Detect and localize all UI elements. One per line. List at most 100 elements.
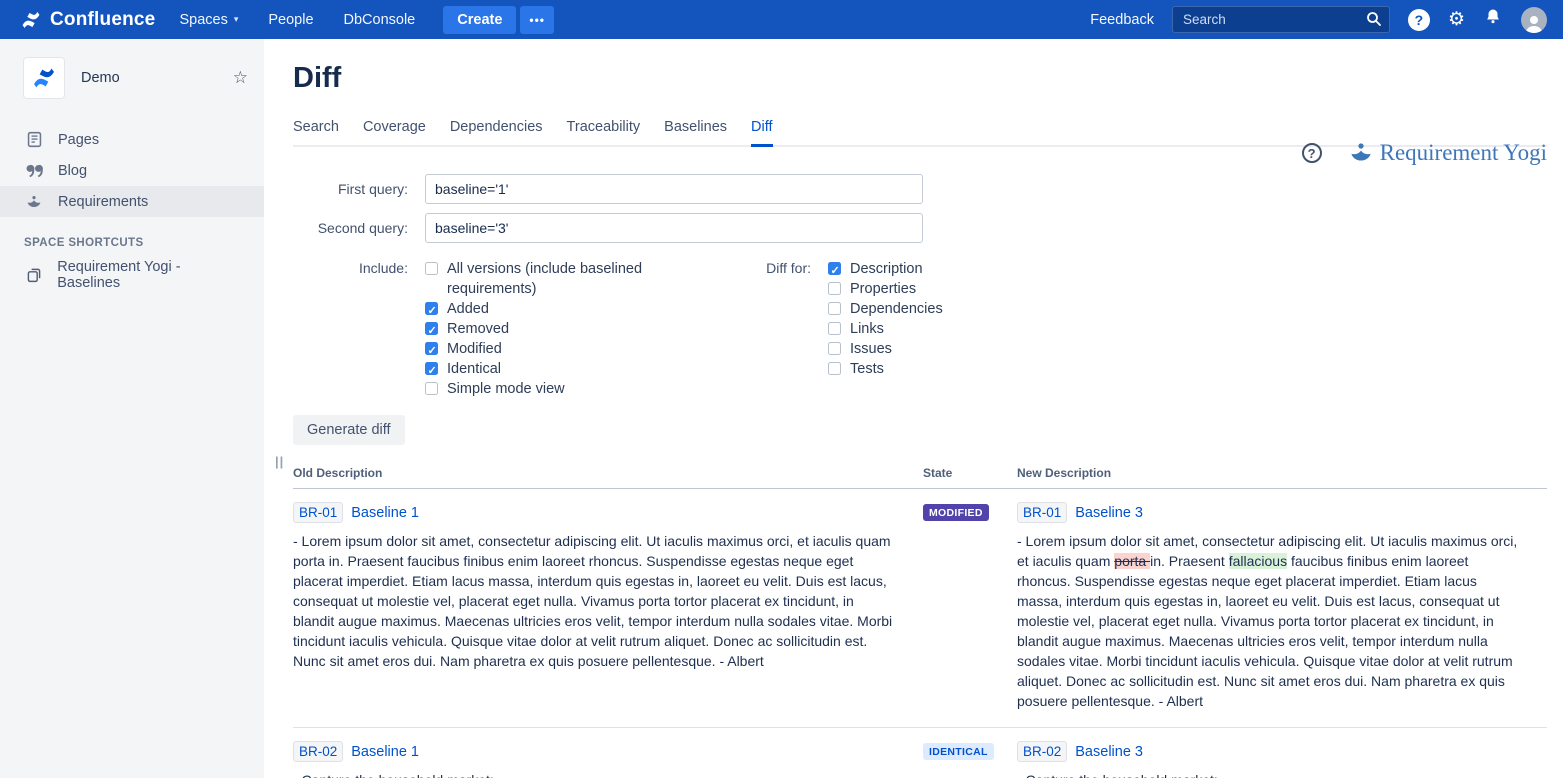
checkbox[interactable] bbox=[828, 282, 841, 295]
description-text: - Lorem ipsum dolor sit amet, consectetu… bbox=[293, 533, 893, 669]
checkbox-label: Dependencies bbox=[850, 301, 943, 317]
confluence-logo[interactable]: Confluence bbox=[20, 9, 155, 31]
blog-icon bbox=[24, 163, 44, 178]
column-header: New Description bbox=[1017, 466, 1112, 480]
sidebar-item-label: Blog bbox=[58, 162, 88, 179]
first-query-label: First query: bbox=[337, 181, 408, 197]
include-checkbox-added[interactable]: Added bbox=[425, 299, 655, 321]
diff-for-checkbox-issues[interactable]: Issues bbox=[828, 339, 943, 359]
plugin-brand-label: Requirement Yogi bbox=[1379, 140, 1547, 165]
tab-diff[interactable]: Diff bbox=[751, 119, 773, 147]
top-navbar: Confluence Spaces ▾ People DbConsole Create… bbox=[0, 0, 1563, 39]
column-resize-handle[interactable]: || bbox=[275, 454, 285, 469]
checkbox[interactable] bbox=[425, 382, 438, 395]
status-badge: MODIFIED bbox=[923, 504, 989, 521]
sidebar-shortcuts: Requirement Yogi - Baselines bbox=[0, 258, 264, 291]
tab-traceability[interactable]: Traceability bbox=[566, 119, 641, 135]
checkbox[interactable] bbox=[828, 302, 841, 315]
checkbox[interactable] bbox=[425, 321, 438, 341]
description-text: - Capture the household market: bbox=[1017, 770, 1547, 778]
tab-baselines[interactable]: Baselines bbox=[664, 119, 728, 135]
diff-table-body: BR-01 Baseline 1 - Lorem ipsum dolor sit a… bbox=[293, 489, 1547, 778]
diff-for-checkbox-description[interactable]: Description bbox=[828, 259, 943, 281]
nav-item-people[interactable]: People bbox=[268, 12, 313, 28]
nav-menu: Spaces ▾ People DbConsole bbox=[179, 12, 415, 28]
requirement-key-link[interactable]: BR-01 bbox=[1017, 502, 1068, 523]
include-options: All versions (include baselined requirem… bbox=[425, 259, 758, 399]
create-button[interactable]: Create bbox=[443, 5, 517, 34]
tab-coverage[interactable]: Coverage bbox=[362, 119, 426, 135]
checkbox-label: Removed bbox=[447, 321, 510, 337]
sidebar-shortcut-label: Requirement Yogi - Baselines bbox=[57, 258, 181, 291]
tab-dependencies[interactable]: Dependencies bbox=[449, 119, 543, 135]
feedback-link[interactable]: Feedback bbox=[1090, 11, 1154, 28]
checkbox-label: All versions (include baselined requirem… bbox=[447, 261, 643, 297]
tab-search[interactable]: Search bbox=[293, 119, 339, 135]
sidebar-item-requirements[interactable]: Requirements bbox=[0, 186, 264, 217]
checkbox[interactable] bbox=[828, 261, 841, 281]
diff-for-checkbox-links[interactable]: Links bbox=[828, 319, 943, 339]
yogi-icon bbox=[1351, 143, 1371, 161]
second-query-label: Second query: bbox=[317, 220, 408, 236]
old-description-cell: BR-02 Baseline 1 - Capture the household m… bbox=[293, 741, 923, 778]
help-icon[interactable]: ? bbox=[1407, 8, 1430, 31]
include-checkbox-removed[interactable]: Removed bbox=[425, 319, 655, 341]
checkbox[interactable] bbox=[425, 341, 438, 361]
checkbox[interactable] bbox=[828, 362, 841, 375]
requirement-key-link[interactable]: BR-02 bbox=[1017, 741, 1068, 762]
diff-for-checkbox-tests[interactable]: Tests bbox=[828, 359, 943, 379]
checkbox[interactable] bbox=[425, 361, 438, 381]
sidebar-item-pages[interactable]: Pages bbox=[0, 124, 264, 155]
checkbox-label: Properties bbox=[850, 281, 917, 297]
sidebar-shortcut-item[interactable]: Requirement Yogi - Baselines bbox=[0, 258, 264, 291]
baseline-link[interactable]: Baseline 1 bbox=[351, 743, 419, 760]
plugin-help-icon[interactable]: ? bbox=[1301, 143, 1322, 163]
checkbox[interactable] bbox=[425, 301, 438, 321]
sidebar-item-blog[interactable]: Blog bbox=[0, 155, 264, 186]
requirement-key-link[interactable]: BR-01 bbox=[293, 502, 344, 523]
nav-item-spaces[interactable]: Spaces ▾ bbox=[179, 12, 238, 28]
checkbox[interactable] bbox=[425, 262, 438, 275]
include-checkbox-all-versions-include-baselined-requirements-[interactable]: All versions (include baselined requirem… bbox=[425, 259, 655, 299]
description-text: - Capture the household market: bbox=[293, 770, 923, 778]
include-checkbox-identical[interactable]: Identical bbox=[425, 359, 655, 381]
diff-for-checkbox-dependencies[interactable]: Dependencies bbox=[828, 299, 943, 319]
sidebar-item-label: Requirements bbox=[58, 193, 149, 210]
checkbox-label: Modified bbox=[447, 341, 502, 357]
requirement-key-link[interactable]: BR-02 bbox=[293, 741, 344, 762]
chevron-down-icon: ▾ bbox=[233, 14, 239, 24]
space-shortcuts-header: SPACE SHORTCUTS bbox=[24, 237, 144, 249]
checkbox-label: Description bbox=[850, 261, 923, 277]
sidebar-nav: Pages Blog Requirements bbox=[0, 124, 264, 217]
requirement-yogi-logo[interactable]: Requirement Yogi bbox=[1348, 140, 1547, 166]
space-logo[interactable] bbox=[24, 58, 64, 98]
include-checkbox-modified[interactable]: Modified bbox=[425, 339, 655, 361]
state-cell: IDENTICAL bbox=[923, 741, 1017, 778]
more-button[interactable]: ••• bbox=[520, 5, 555, 34]
include-label: Include: bbox=[358, 260, 408, 276]
checkbox-label: Simple mode view bbox=[447, 381, 565, 397]
checkbox[interactable] bbox=[828, 322, 841, 335]
search-icon[interactable] bbox=[1366, 11, 1382, 27]
baseline-link[interactable]: Baseline 3 bbox=[1075, 504, 1143, 521]
diff-for-checkbox-properties[interactable]: Properties bbox=[828, 279, 943, 299]
checkbox-label: Added bbox=[447, 301, 489, 317]
generate-diff-button[interactable]: Generate diff bbox=[293, 415, 405, 445]
nav-item-dbconsole[interactable]: DbConsole bbox=[344, 12, 416, 28]
user-avatar[interactable] bbox=[1521, 6, 1547, 33]
second-query-input[interactable] bbox=[425, 213, 923, 243]
star-icon[interactable]: ☆ bbox=[232, 68, 248, 87]
baseline-link[interactable]: Baseline 3 bbox=[1075, 743, 1143, 760]
first-query-input[interactable] bbox=[425, 174, 923, 204]
search-input[interactable] bbox=[1171, 6, 1390, 33]
column-header: State bbox=[923, 466, 953, 480]
include-checkbox-simple-mode-view[interactable]: Simple mode view bbox=[425, 379, 655, 399]
gear-icon[interactable]: ⚙ bbox=[1447, 9, 1465, 30]
status-badge: IDENTICAL bbox=[923, 743, 994, 760]
state-cell: MODIFIED bbox=[923, 502, 1017, 711]
page-icon bbox=[24, 131, 44, 148]
checkbox[interactable] bbox=[828, 342, 841, 355]
notifications-icon[interactable] bbox=[1483, 7, 1503, 32]
diff-for-options: Description Properties Dependencies Links Is… bbox=[828, 259, 943, 379]
baseline-link[interactable]: Baseline 1 bbox=[351, 504, 419, 521]
